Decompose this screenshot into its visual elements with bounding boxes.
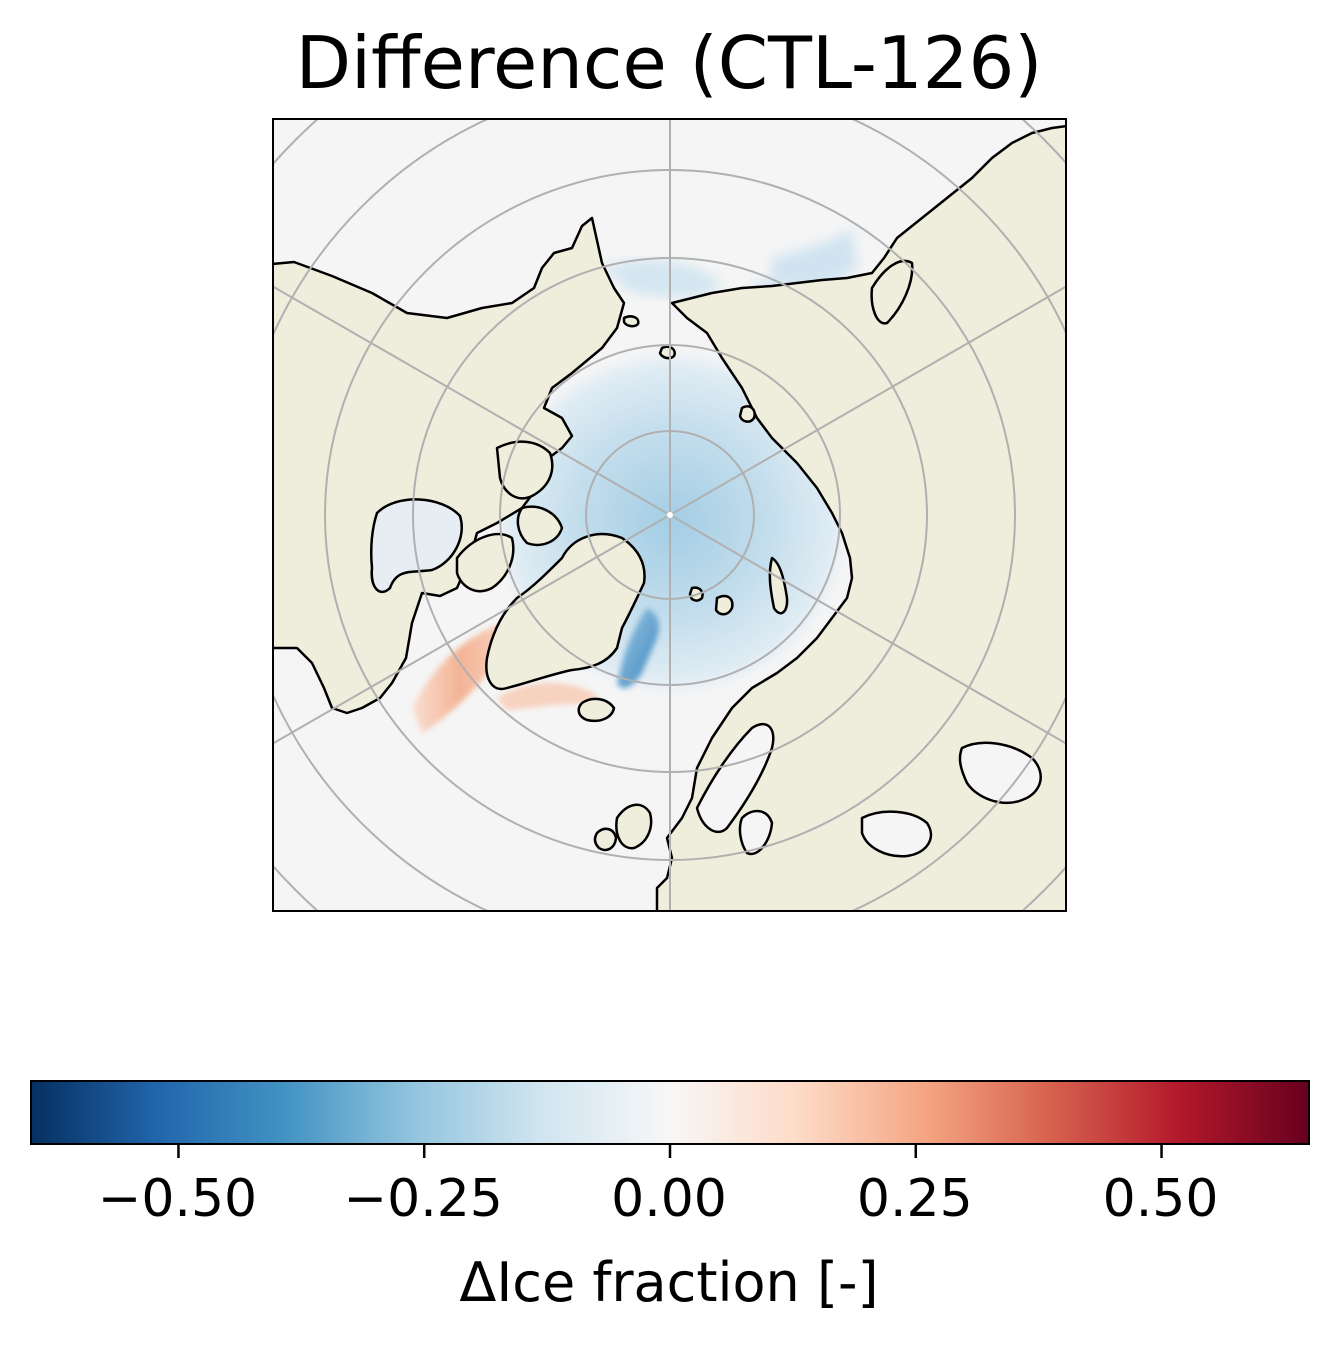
graticule — [272, 118, 1067, 912]
colorbar-tick-label: 0.00 — [611, 1169, 727, 1229]
bering-strait-decrease — [602, 259, 722, 298]
wrangel-island — [622, 315, 640, 328]
new-siberian-islands — [658, 345, 676, 360]
meridian-120e — [669, 514, 1067, 745]
colorbar-tick-label: 0.25 — [856, 1169, 973, 1229]
north-america-land — [272, 216, 626, 715]
map-frame — [272, 118, 1067, 912]
ireland — [593, 827, 618, 852]
black-sea — [860, 810, 933, 858]
caspian-sea — [958, 741, 1042, 805]
severnaya-zemlya — [738, 405, 756, 423]
chart-title: Difference (CTL-126) — [295, 21, 1043, 105]
south-greenland-increase — [497, 682, 598, 710]
labrador-sea-increase — [412, 623, 508, 733]
colorbar-tick-label: 0.50 — [1102, 1169, 1219, 1229]
arctic-map — [272, 118, 1067, 912]
colorbar-tick-label: −0.25 — [343, 1169, 503, 1229]
greenland-land — [485, 532, 646, 691]
colorbar-label: ΔIce fraction [-] — [459, 1251, 879, 1314]
scandinavia-gulf — [695, 722, 775, 834]
colorbar-gradient — [30, 1080, 1310, 1145]
canadian-archipelago-2 — [516, 505, 564, 547]
eurasia-land — [655, 124, 1067, 912]
british-isles — [615, 803, 653, 850]
colorbar-ticks — [177, 1144, 1163, 1158]
novaya-zemlya — [768, 556, 789, 615]
east-greenland-strong-decrease — [617, 608, 659, 689]
iceland — [577, 697, 616, 723]
baffin-island — [455, 532, 515, 593]
meridian-120w — [272, 285, 671, 516]
colorbar-tick-label: −0.50 — [97, 1169, 258, 1229]
svalbard — [714, 594, 734, 616]
kamchatka — [870, 259, 914, 325]
colorbar — [30, 1080, 1310, 1158]
hudson-bay-water — [369, 498, 463, 594]
meridian-60w — [272, 514, 671, 745]
meridian-60e — [669, 285, 1067, 516]
land-masses — [272, 124, 1067, 912]
north-pole-marker — [667, 512, 673, 518]
okhotsk-decrease — [772, 228, 857, 285]
